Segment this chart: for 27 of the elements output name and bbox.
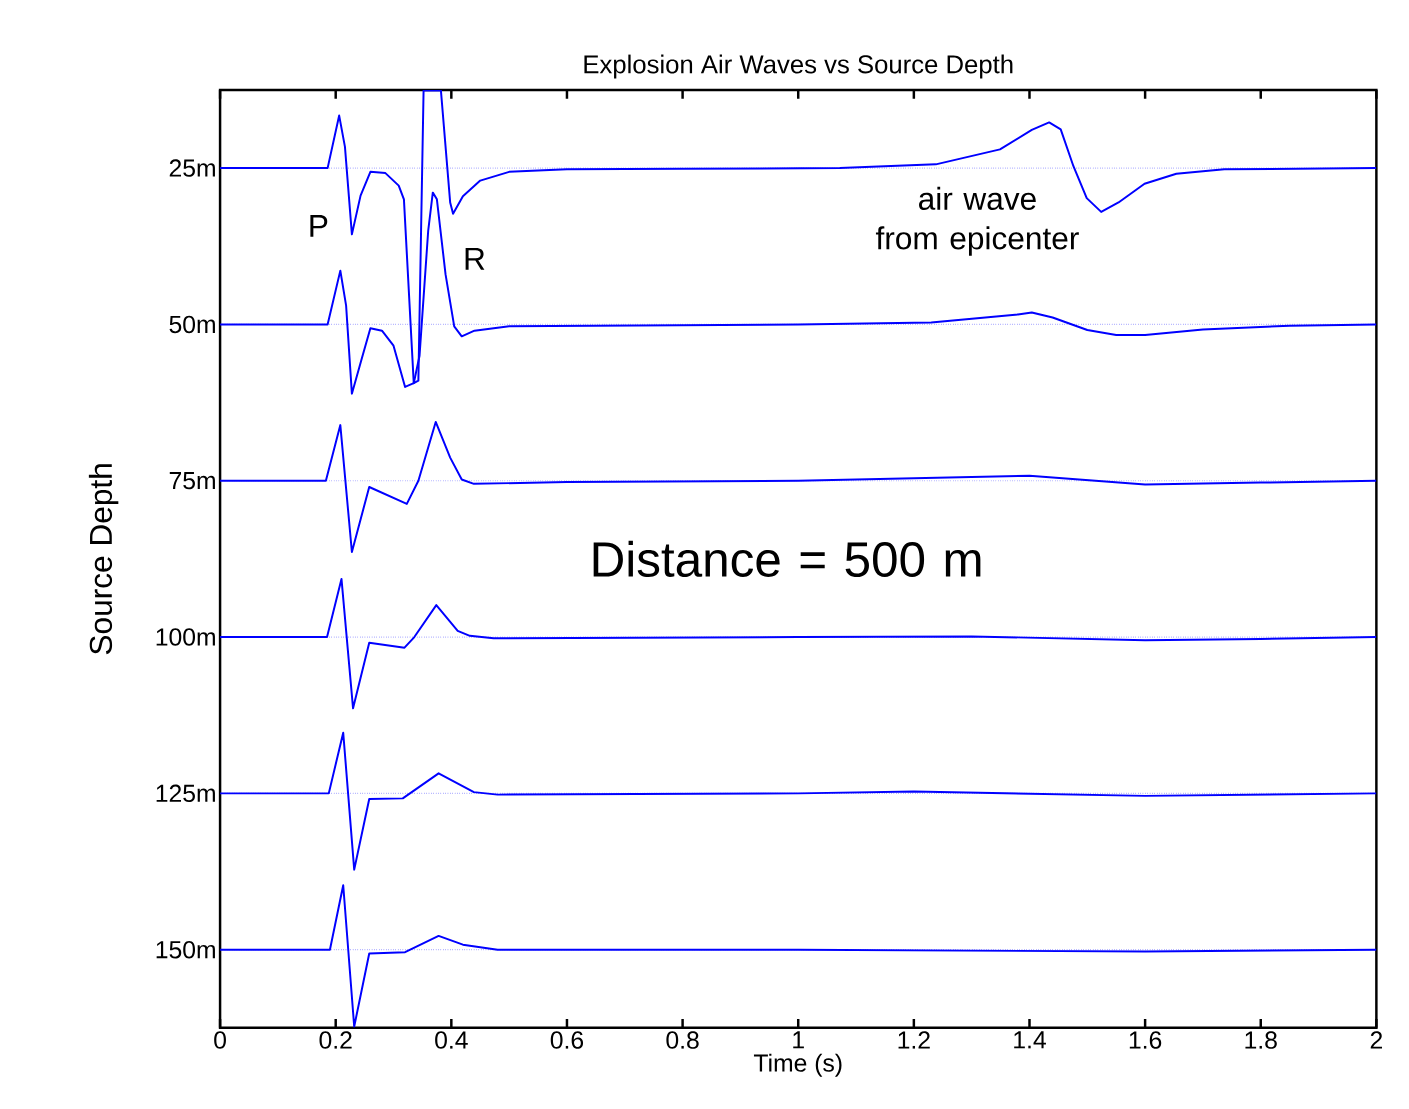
y-axis-title: Source Depth bbox=[88, 464, 119, 655]
y-tick-label: 75m bbox=[169, 472, 215, 490]
x-tick-label: 0.6 bbox=[550, 1031, 584, 1049]
y-tick-label: 125m bbox=[156, 784, 215, 803]
annotation: R bbox=[465, 247, 485, 270]
x-tick-label: 2 bbox=[1370, 1031, 1382, 1049]
line-series bbox=[220, 884, 1377, 1028]
line-series bbox=[220, 577, 1377, 710]
x-axis-title: Time (s) bbox=[753, 1053, 842, 1077]
y-tick-label: 25m bbox=[169, 159, 215, 177]
x-tick-label: 1.2 bbox=[898, 1031, 930, 1049]
x-tick-label: 1 bbox=[793, 1031, 804, 1049]
y-tick-label: 150m bbox=[156, 941, 215, 959]
annotation: air wave from epicenter bbox=[875, 186, 1079, 256]
x-tick-label: 1.6 bbox=[1129, 1031, 1162, 1049]
x-tick-label: 0 bbox=[214, 1031, 226, 1049]
chart-title: Explosion Air Waves vs Source Depth bbox=[584, 54, 1013, 79]
line-series bbox=[220, 731, 1377, 871]
x-tick-label: 0.8 bbox=[666, 1031, 699, 1049]
y-tick-label: 100m bbox=[156, 628, 215, 646]
x-tick-label: 1.4 bbox=[1014, 1031, 1046, 1049]
x-tick-label: 1.8 bbox=[1245, 1031, 1277, 1049]
x-tick-label: 0.4 bbox=[435, 1031, 468, 1049]
annotation: P bbox=[310, 215, 328, 237]
annotation: Distance = 500 m bbox=[593, 540, 981, 578]
y-tick-label: 50m bbox=[169, 315, 215, 334]
x-tick-label: 0.2 bbox=[319, 1031, 352, 1049]
